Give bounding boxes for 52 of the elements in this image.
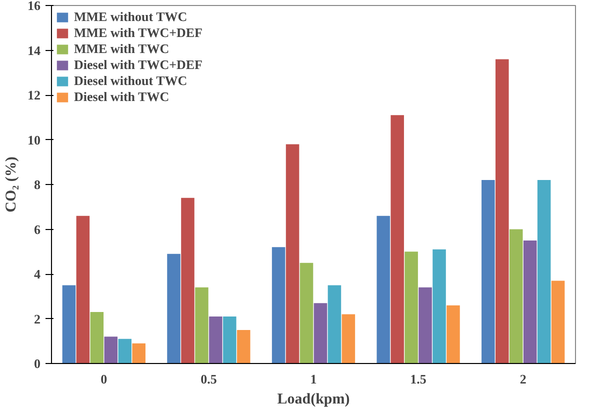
bar (390, 115, 404, 364)
bar (328, 285, 342, 364)
bar (432, 249, 446, 364)
x-tick-label: 2 (520, 372, 526, 386)
bar (376, 216, 390, 364)
bar (342, 314, 356, 364)
bar (418, 287, 432, 364)
bar (404, 252, 418, 364)
x-tick-label: 0.5 (200, 372, 218, 386)
bar (209, 316, 222, 364)
bar (537, 180, 551, 364)
bar (300, 262, 314, 364)
y-axis-title: CO₂ (%) (4, 156, 20, 212)
bar (523, 240, 537, 364)
x-axis-title: Load(kpm) (277, 392, 350, 408)
legend-label: Diesel with TWC (74, 89, 170, 105)
bar (104, 336, 118, 364)
bar (286, 144, 300, 364)
bar (132, 343, 146, 364)
legend-label: MME with TWC+DEF (74, 25, 203, 41)
bar (181, 198, 194, 364)
bar (446, 305, 460, 364)
y-tick-label: 12 (28, 88, 40, 102)
legend-label: MME with TWC (74, 41, 170, 57)
bar (482, 180, 495, 364)
bar (314, 303, 328, 364)
bar (76, 216, 90, 364)
bar (236, 330, 250, 364)
bar (272, 247, 286, 364)
bar (118, 338, 132, 364)
bar (62, 285, 76, 364)
bar (195, 287, 208, 364)
x-tick-label: 1 (310, 372, 317, 386)
bar (167, 254, 180, 364)
y-tick-label: 8 (34, 177, 41, 192)
bar (509, 229, 523, 364)
y-tick-label: 16 (28, 0, 41, 13)
legend-label: Diesel without TWC (74, 73, 188, 89)
x-tick-label: 0 (100, 372, 108, 386)
bar (223, 316, 236, 364)
legend-label: Diesel with TWC+DEF (74, 57, 203, 73)
bar (551, 280, 565, 364)
y-tick-label: 10 (28, 132, 40, 148)
bar (496, 59, 509, 364)
y-tick-label: 2 (34, 311, 40, 326)
bar (90, 312, 104, 364)
x-tick-label: 1.5 (410, 372, 427, 386)
legend-label: MME without TWC (74, 9, 188, 25)
y-tick-label: 14 (28, 42, 41, 58)
y-tick-label: 6 (34, 222, 41, 237)
y-tick-label: 0 (34, 356, 40, 371)
y-tick-label: 4 (34, 266, 41, 282)
